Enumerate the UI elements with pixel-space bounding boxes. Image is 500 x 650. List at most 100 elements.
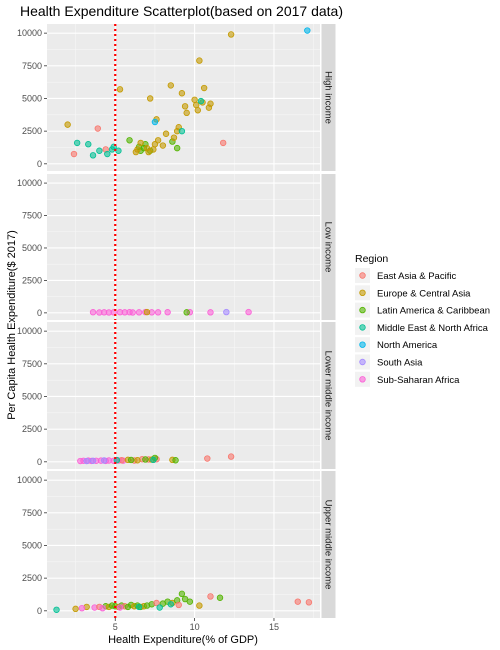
data-point (194, 107, 201, 114)
data-point (219, 139, 227, 147)
data-point (83, 457, 90, 465)
data-point (89, 309, 97, 316)
facet-strip (321, 322, 336, 469)
y-tick-label: 7500 (22, 508, 42, 518)
data-point (167, 82, 175, 89)
data-point (154, 137, 162, 144)
data-point (227, 31, 235, 38)
facet-strip-label: High income (323, 71, 334, 124)
facet-panel: 0 2500 5000 7500 10000 Upper middle income (17, 471, 336, 618)
y-tick-label: 0 (37, 457, 42, 467)
legend-marker (359, 272, 366, 279)
data-point (178, 590, 186, 598)
y-tick-label: 10000 (17, 326, 42, 336)
legend-label: Europe & Central Asia (377, 288, 471, 299)
y-tick-label: 2500 (22, 424, 42, 434)
data-point (227, 453, 235, 460)
data-point (200, 84, 208, 92)
data-point (116, 86, 124, 93)
panel-background (47, 322, 320, 469)
data-point (172, 457, 179, 464)
y-tick-label: 0 (37, 159, 42, 169)
data-point (196, 57, 203, 64)
y-tick-label: 2500 (22, 573, 42, 583)
y-axis-title: Per Capita Health Expenditure($ 2017) (6, 230, 18, 420)
data-point (223, 308, 230, 316)
y-tick-label: 0 (37, 606, 42, 616)
data-point (175, 601, 182, 609)
facet-strip (321, 174, 336, 320)
data-point (135, 603, 143, 611)
y-tick-label: 5000 (22, 540, 42, 550)
data-point (191, 96, 198, 103)
panel-background (47, 174, 320, 320)
chart-title: Health Expenditure Scatterplot(based on … (20, 3, 343, 19)
legend-marker (359, 289, 366, 296)
y-tick-label: 2500 (22, 126, 42, 136)
data-point (96, 147, 103, 154)
data-point (127, 456, 135, 464)
legend-item: Sub-Saharan Africa (355, 371, 460, 387)
data-point (64, 121, 71, 128)
facet-panel: 0 2500 5000 7500 10000 Lower middle income (17, 322, 336, 469)
legend-item: Europe & Central Asia (355, 285, 471, 301)
legend-label: South Asia (377, 358, 423, 369)
data-point (216, 594, 224, 601)
panel-background (47, 24, 320, 171)
data-point (181, 595, 189, 603)
data-point (146, 95, 154, 102)
data-point (153, 599, 160, 607)
facet-strip-label: Lower middle income (323, 351, 334, 441)
data-point (78, 605, 86, 612)
data-point (132, 148, 140, 156)
data-point (154, 309, 162, 316)
facet-strip (321, 24, 336, 171)
legend: Region East Asia & Pacific Europe & Centr… (355, 253, 490, 387)
data-point (100, 457, 108, 464)
facet-panel: 0 2500 5000 7500 10000 High income (17, 24, 336, 171)
y-tick-label: 5000 (22, 243, 42, 253)
legend-item: East Asia & Pacific (355, 268, 456, 283)
data-point (142, 456, 149, 463)
x-tick-label: 5 (113, 622, 118, 632)
y-tick-label: 7500 (22, 359, 42, 369)
y-tick-label: 2500 (22, 275, 42, 285)
data-point (162, 130, 170, 137)
data-point (304, 27, 311, 34)
data-point (70, 150, 78, 158)
y-tick-label: 10000 (17, 28, 42, 38)
y-tick-label: 7500 (22, 61, 42, 71)
data-point (181, 103, 189, 110)
facet-strip (321, 471, 336, 618)
x-tick-label: 10 (190, 622, 200, 632)
y-tick-label: 5000 (22, 93, 42, 103)
data-point (183, 109, 190, 117)
legend-marker (359, 376, 366, 383)
legend-marker (359, 341, 366, 348)
legend-item: Latin America & Caribbean (355, 302, 490, 318)
x-axis: 5 10 15 (113, 618, 279, 632)
data-point (205, 104, 213, 111)
data-point (73, 139, 81, 147)
data-point (204, 455, 211, 462)
x-tick-label: 15 (269, 622, 279, 632)
legend-title: Region (355, 253, 388, 265)
data-point (89, 457, 97, 464)
legend-label: North America (377, 340, 438, 351)
data-point (150, 456, 157, 464)
data-point (151, 118, 159, 126)
data-point (178, 90, 186, 97)
data-point (156, 604, 163, 611)
data-point (94, 125, 101, 132)
legend-marker (359, 306, 366, 314)
data-point (192, 101, 200, 109)
data-point (145, 148, 152, 156)
data-point (126, 137, 133, 144)
data-point (135, 309, 143, 316)
data-point (143, 308, 151, 316)
data-point (116, 604, 124, 611)
y-tick-label: 10000 (17, 178, 42, 188)
data-point (178, 127, 186, 135)
legend-marker (359, 358, 366, 366)
